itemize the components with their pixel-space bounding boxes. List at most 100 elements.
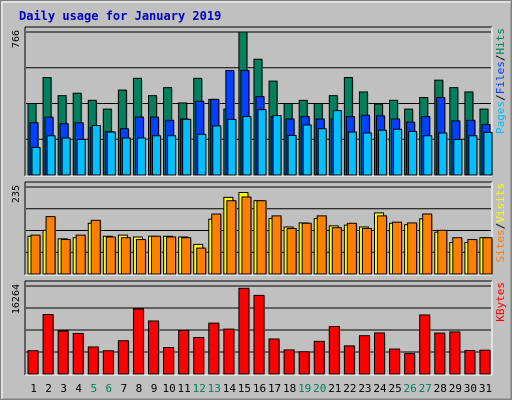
bar-kbytes-day-27 (419, 314, 431, 375)
bar-pages-day-19 (302, 124, 312, 176)
bar-pages-day-30 (468, 135, 478, 176)
panel-kbytes: 16264 KBytes (11, 280, 507, 376)
legend-entry-hits: Hits (494, 28, 507, 55)
bar-pages-day-15 (242, 116, 252, 176)
bar-kbytes-day-19 (298, 351, 310, 375)
bar-pages-day-14 (227, 118, 237, 176)
bar-kbytes-day-20 (313, 340, 325, 375)
bar-kbytes-day-30 (464, 350, 476, 375)
bar-sites-day-22 (346, 222, 357, 275)
x-tick-label-day-6: 6 (106, 382, 113, 395)
bar-pages-day-20 (317, 128, 327, 176)
bar-sites-day-7 (120, 237, 131, 275)
chart-title: Daily usage for January 2019 (19, 9, 221, 23)
panel-visits-sites: 235 Sites/Visits (11, 181, 507, 276)
bar-sites-day-27 (422, 213, 433, 275)
bar-kbytes-day-29 (449, 331, 461, 375)
bar-pages-day-23 (362, 132, 372, 176)
bar-pages-day-18 (287, 134, 297, 176)
bar-sites-day-9 (151, 235, 162, 275)
bar-kbytes-day-24 (373, 332, 385, 375)
x-tick-label-day-27: 27 (419, 382, 432, 395)
x-tick-label-day-11: 11 (178, 382, 191, 395)
bar-sites-day-4 (75, 234, 86, 275)
x-tick-label-day-23: 23 (358, 382, 371, 395)
bar-kbytes-day-2 (42, 313, 54, 375)
bar-kbytes-day-4 (72, 332, 84, 375)
x-tick-label-day-20: 20 (313, 382, 326, 395)
bar-pages-day-8 (136, 137, 146, 176)
y-axis-max-label: 766 (11, 30, 22, 48)
bar-sites-day-21 (331, 227, 342, 275)
bar-kbytes-day-21 (328, 325, 340, 375)
legend-entry-pages: Pages (494, 101, 507, 134)
bar-pages-day-31 (483, 131, 493, 176)
bar-kbytes-day-26 (404, 353, 416, 375)
bar-pages-day-10 (167, 135, 177, 176)
x-tick-label-day-8: 8 (136, 382, 143, 395)
bar-sites-day-24 (376, 215, 387, 275)
x-tick-label-day-2: 2 (45, 382, 52, 395)
x-tick-label-day-9: 9 (151, 382, 158, 395)
x-tick-label-day-10: 10 (162, 382, 175, 395)
x-tick-label-day-7: 7 (121, 382, 128, 395)
x-tick-label-day-4: 4 (75, 382, 82, 395)
x-axis-day-labels: 1 2 3 4 5 6 7 8 9 10 11 12 13 14 15 16 17 18 19 20 21 22 23 24 2… (30, 382, 492, 395)
bar-pages-day-25 (393, 128, 403, 176)
bar-sites-day-5 (90, 219, 101, 275)
bar-sites-day-30 (467, 239, 478, 275)
bar-pages-day-5 (91, 125, 101, 176)
bar-sites-day-16 (256, 200, 267, 275)
x-tick-label-day-12: 12 (193, 382, 206, 395)
bar-pages-day-4 (76, 139, 86, 176)
chart-panels: 766 Pages/Files/Hits 235 Sites/Visits 16264 K… (11, 26, 507, 376)
bar-sites-day-10 (166, 236, 177, 275)
legend-visits-sites: Sites/Visits (494, 183, 507, 263)
x-tick-label-day-31: 31 (479, 382, 492, 395)
x-tick-label-day-13: 13 (208, 382, 221, 395)
legend-entry-sites: Sites (494, 229, 507, 262)
bar-kbytes-day-10 (163, 346, 175, 375)
x-tick-label-day-1: 1 (30, 382, 37, 395)
legend-entry-files: Files (494, 61, 507, 94)
bar-pages-day-12 (197, 133, 207, 176)
bar-sites-day-31 (482, 237, 493, 275)
bar-sites-day-1 (30, 234, 41, 275)
bar-kbytes-day-1 (27, 350, 39, 375)
x-tick-label-day-28: 28 (434, 382, 447, 395)
bar-sites-day-3 (60, 239, 71, 275)
bar-pages-day-26 (408, 131, 418, 176)
bar-sites-day-26 (407, 222, 418, 275)
bar-sites-day-25 (392, 221, 403, 275)
bar-pages-day-11 (182, 118, 192, 176)
bar-pages-day-27 (423, 135, 433, 176)
bar-sites-day-23 (361, 227, 372, 275)
bar-sites-day-12 (196, 247, 207, 275)
bar-kbytes-day-3 (57, 330, 69, 375)
bar-pages-day-17 (272, 115, 282, 176)
bar-kbytes-day-7 (117, 340, 129, 375)
x-tick-label-day-15: 15 (238, 382, 251, 395)
legend-separator: / (494, 223, 507, 230)
y-axis-max-label: 235 (11, 185, 22, 203)
x-tick-label-day-5: 5 (90, 382, 97, 395)
x-tick-label-day-16: 16 (253, 382, 266, 395)
bar-pages-day-21 (332, 110, 342, 176)
bar-pages-day-24 (377, 129, 387, 176)
bar-kbytes-day-22 (343, 345, 355, 375)
bar-sites-day-29 (452, 237, 463, 275)
bar-kbytes-day-11 (178, 329, 190, 375)
x-tick-label-day-17: 17 (268, 382, 281, 395)
bar-sites-day-14 (226, 200, 237, 275)
y-axis-max-label: 16264 (11, 284, 22, 314)
bar-kbytes-day-15 (238, 287, 250, 375)
bar-sites-day-19 (301, 222, 312, 275)
legend-hits-files-pages: Pages/Files/Hits (494, 28, 507, 134)
bar-sites-day-6 (105, 236, 116, 275)
bar-pages-day-22 (347, 131, 357, 176)
bar-kbytes-day-12 (193, 336, 205, 375)
bar-pages-day-28 (438, 132, 448, 176)
bar-pages-day-3 (61, 137, 71, 176)
